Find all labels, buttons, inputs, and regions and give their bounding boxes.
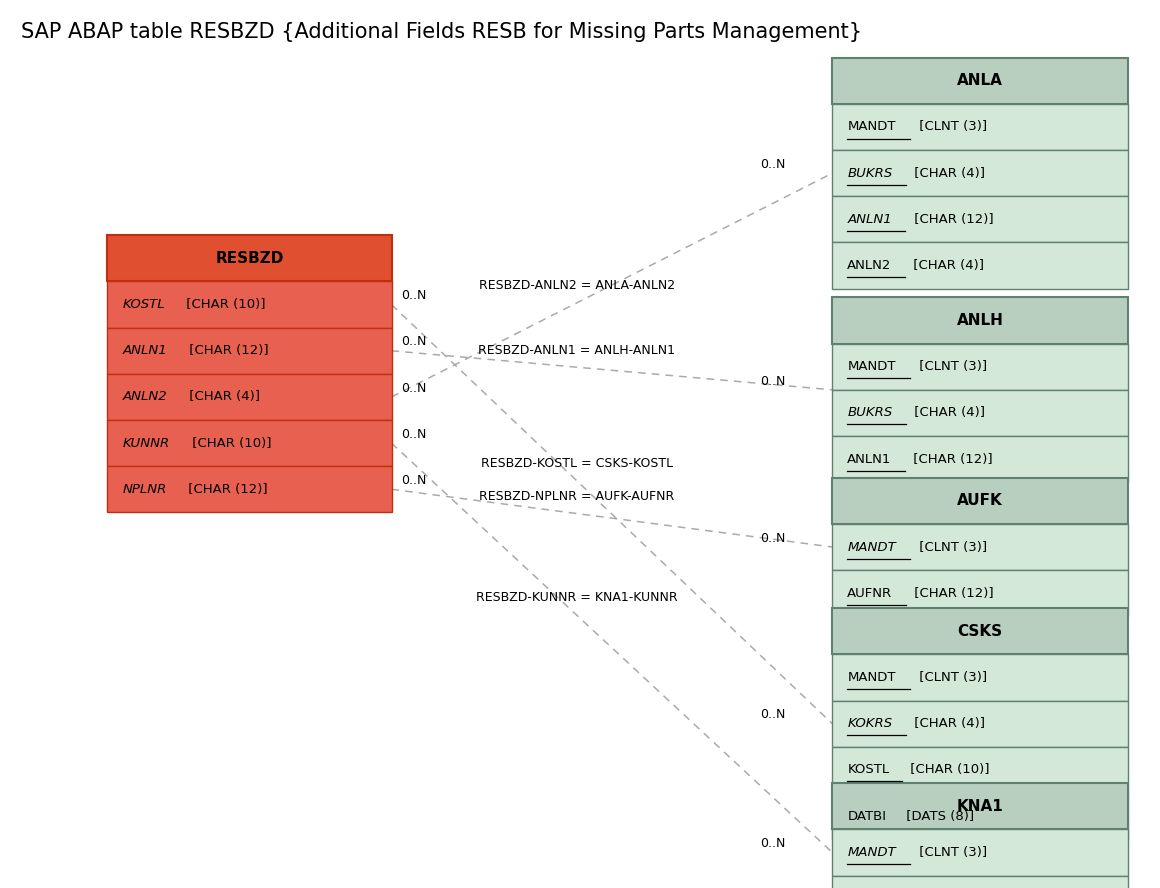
Text: [CLNT (3)]: [CLNT (3)] xyxy=(915,846,987,859)
FancyBboxPatch shape xyxy=(833,747,1129,793)
FancyBboxPatch shape xyxy=(833,104,1129,150)
Text: [CLNT (3)]: [CLNT (3)] xyxy=(914,671,987,684)
Text: KOKRS: KOKRS xyxy=(847,718,892,730)
Text: [CHAR (10)]: [CHAR (10)] xyxy=(182,298,266,311)
Text: AUFK: AUFK xyxy=(957,494,1003,508)
FancyBboxPatch shape xyxy=(833,242,1129,289)
FancyBboxPatch shape xyxy=(833,654,1129,701)
FancyBboxPatch shape xyxy=(107,281,392,328)
Text: 0..N: 0..N xyxy=(761,158,785,170)
Text: 0..N: 0..N xyxy=(401,428,426,440)
Text: NPLNR: NPLNR xyxy=(123,483,167,496)
Text: [CHAR (4)]: [CHAR (4)] xyxy=(911,407,985,419)
FancyBboxPatch shape xyxy=(833,196,1129,242)
Text: MANDT: MANDT xyxy=(847,846,897,859)
FancyBboxPatch shape xyxy=(833,436,1129,482)
FancyBboxPatch shape xyxy=(107,235,392,281)
Text: CSKS: CSKS xyxy=(958,624,1002,638)
FancyBboxPatch shape xyxy=(833,150,1129,196)
Text: KOSTL: KOSTL xyxy=(123,298,165,311)
Text: [CLNT (3)]: [CLNT (3)] xyxy=(914,361,987,373)
Text: BUKRS: BUKRS xyxy=(847,407,893,419)
Text: ANLN1: ANLN1 xyxy=(847,213,892,226)
FancyBboxPatch shape xyxy=(833,390,1129,436)
Text: 0..N: 0..N xyxy=(401,382,426,394)
Text: [CHAR (4)]: [CHAR (4)] xyxy=(184,391,260,403)
Text: BUKRS: BUKRS xyxy=(847,167,893,179)
FancyBboxPatch shape xyxy=(107,420,392,466)
Text: ANLN1: ANLN1 xyxy=(123,345,167,357)
Text: ANLH: ANLH xyxy=(957,313,1003,328)
Text: 0..N: 0..N xyxy=(401,474,426,487)
FancyBboxPatch shape xyxy=(107,328,392,374)
Text: 0..N: 0..N xyxy=(761,837,785,850)
Text: [CHAR (10)]: [CHAR (10)] xyxy=(188,437,271,449)
Text: [CLNT (3)]: [CLNT (3)] xyxy=(914,121,987,133)
FancyBboxPatch shape xyxy=(833,608,1129,654)
Text: DATBI: DATBI xyxy=(847,810,886,822)
Text: [CLNT (3)]: [CLNT (3)] xyxy=(915,541,987,553)
Text: KNA1: KNA1 xyxy=(957,799,1003,813)
FancyBboxPatch shape xyxy=(833,297,1129,344)
Text: 0..N: 0..N xyxy=(761,709,785,721)
FancyBboxPatch shape xyxy=(833,793,1129,839)
Text: [CHAR (4)]: [CHAR (4)] xyxy=(911,167,985,179)
FancyBboxPatch shape xyxy=(833,829,1129,876)
Text: [CHAR (12)]: [CHAR (12)] xyxy=(909,213,993,226)
Text: [CHAR (12)]: [CHAR (12)] xyxy=(184,483,268,496)
Text: AUFNR: AUFNR xyxy=(847,587,892,599)
Text: [CHAR (10)]: [CHAR (10)] xyxy=(906,764,989,776)
Text: ANLN1: ANLN1 xyxy=(847,453,892,465)
FancyBboxPatch shape xyxy=(833,344,1129,390)
Text: KOSTL: KOSTL xyxy=(847,764,890,776)
Text: [DATS (8)]: [DATS (8)] xyxy=(902,810,974,822)
Text: 0..N: 0..N xyxy=(401,289,426,302)
FancyBboxPatch shape xyxy=(833,701,1129,747)
Text: [CHAR (12)]: [CHAR (12)] xyxy=(911,587,994,599)
FancyBboxPatch shape xyxy=(107,374,392,420)
Text: MANDT: MANDT xyxy=(847,121,896,133)
Text: 0..N: 0..N xyxy=(401,336,426,348)
Text: MANDT: MANDT xyxy=(847,541,897,553)
FancyBboxPatch shape xyxy=(833,524,1129,570)
Text: RESBZD-ANLN1 = ANLH-ANLN1: RESBZD-ANLN1 = ANLH-ANLN1 xyxy=(478,344,675,356)
Text: RESBZD-NPLNR = AUFK-AUFNR: RESBZD-NPLNR = AUFK-AUFNR xyxy=(479,490,674,503)
Text: ANLN2: ANLN2 xyxy=(123,391,167,403)
Text: KUNNR: KUNNR xyxy=(123,437,169,449)
Text: [CHAR (12)]: [CHAR (12)] xyxy=(184,345,268,357)
FancyBboxPatch shape xyxy=(107,466,392,512)
Text: 0..N: 0..N xyxy=(761,375,785,387)
FancyBboxPatch shape xyxy=(833,478,1129,524)
FancyBboxPatch shape xyxy=(833,570,1129,616)
Text: RESBZD-KOSTL = CSKS-KOSTL: RESBZD-KOSTL = CSKS-KOSTL xyxy=(480,457,673,470)
Text: RESBZD-KUNNR = KNA1-KUNNR: RESBZD-KUNNR = KNA1-KUNNR xyxy=(476,591,677,605)
Text: ANLA: ANLA xyxy=(957,74,1003,88)
Text: ANLN2: ANLN2 xyxy=(847,259,892,272)
Text: RESBZD-ANLN2 = ANLA-ANLN2: RESBZD-ANLN2 = ANLA-ANLN2 xyxy=(479,280,675,292)
FancyBboxPatch shape xyxy=(833,876,1129,888)
Text: MANDT: MANDT xyxy=(847,361,896,373)
Text: [CHAR (4)]: [CHAR (4)] xyxy=(909,259,985,272)
Text: [CHAR (4)]: [CHAR (4)] xyxy=(911,718,985,730)
Text: SAP ABAP table RESBZD {Additional Fields RESB for Missing Parts Management}: SAP ABAP table RESBZD {Additional Fields… xyxy=(21,22,862,43)
FancyBboxPatch shape xyxy=(833,783,1129,829)
FancyBboxPatch shape xyxy=(833,58,1129,104)
Text: RESBZD: RESBZD xyxy=(216,251,283,266)
Text: [CHAR (12)]: [CHAR (12)] xyxy=(909,453,993,465)
Text: 0..N: 0..N xyxy=(761,532,785,544)
Text: MANDT: MANDT xyxy=(847,671,896,684)
